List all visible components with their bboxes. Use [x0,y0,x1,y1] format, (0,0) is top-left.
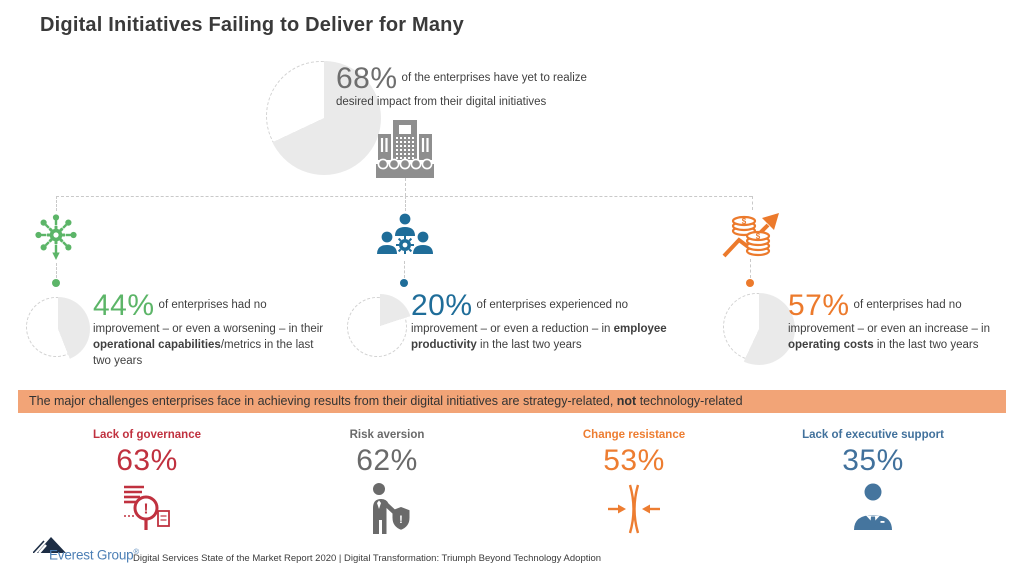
banner-text-bold: not [616,394,637,408]
metric-pie-chart [25,296,90,361]
challenge-value: 53% [603,444,665,477]
hero-stat-text: of the enterprises have yet to realize d… [336,72,587,108]
everest-group-logo: Everest Group® [49,547,139,563]
challenge-label: Change resistance [582,429,686,441]
metric-pie-chart [346,294,412,358]
pie-filled-wedge [26,297,90,361]
metric-text: of enterprises had no improvement – or e… [788,299,990,335]
green-connector-dot [52,279,60,287]
executive-person-icon [854,483,892,530]
metric-text: of enterprises experienced no improvemen… [411,299,629,335]
connector-line [56,263,57,278]
metric-text: of enterprises had no improvement – or e… [93,299,324,335]
hero-stat: 68% of the enterprises have yet to realiz… [336,64,622,110]
svg-text:$: $ [742,217,747,226]
metric-value: 44% [93,289,155,322]
challenge-value: 35% [842,444,904,477]
connector-line [750,259,751,278]
orange-connector-dot [746,279,754,287]
hero-stat-value: 68% [336,62,398,95]
connector-line [405,178,406,196]
logo-text: Everest Group [49,547,134,563]
everest-mountain-icon [33,537,66,553]
challenge-label: Lack of executive support [802,429,944,441]
connector-line [752,196,753,210]
connector-line [404,261,405,278]
blue-connector-dot [400,279,408,287]
page-title: Digital Initiatives Failing to Deliver f… [40,14,464,36]
connector-line [405,196,406,211]
svg-text:!: ! [399,514,403,526]
enterprise-building-icon [376,120,434,178]
banner-text: technology-related [636,394,743,408]
registered-mark: ® [133,547,139,556]
metric-stat: 20% of enterprises experienced no improve… [411,291,667,353]
challenge-value: 62% [356,444,418,477]
person-shield-icon: ! [373,483,410,534]
challenge-label: Lack of governance [92,429,201,441]
svg-text:$: $ [756,232,761,241]
gear-network-icon [34,213,78,260]
pie-filled-wedge [723,293,795,365]
metric-stat: 57% of enterprises had no improvement – o… [788,291,1002,353]
metric-pie-chart [722,292,795,365]
challenge-value: 63% [116,444,178,477]
challenge-governance: Lack of governance 63% ! [42,428,252,540]
metric-text: in the last two years [873,339,979,351]
pie-filled-wedge [267,61,381,175]
metric-text-bold: operating costs [788,339,874,351]
pie-filled-wedge [348,294,412,358]
coins-rising-arrow-icon: $ $ [722,213,779,258]
metric-value: 20% [411,289,473,322]
metric-text-bold: operational capabilities [93,339,221,351]
audit-magnifier-icon: ! [124,485,170,530]
svg-text:!: ! [144,501,149,518]
challenge-executive-support: Lack of executive support 35% [768,428,978,540]
squeeze-arrows-icon [608,484,660,534]
metric-value: 57% [788,289,850,322]
metric-text-bold: employee productivity [411,323,667,351]
connector-line [56,196,57,211]
metric-stat: 44% of enterprises had no improvement – o… [93,291,333,369]
challenge-change-resistance: Change resistance 53% [529,428,739,540]
footer-source-text: Digital Services State of the Market Rep… [133,553,602,564]
hero-pie-chart [265,60,381,175]
connector-line [56,196,752,197]
team-gear-icon [377,213,433,254]
banner-text: The major challenges enterprises face in… [29,394,617,408]
metric-text: /metrics in the last two years [93,339,314,367]
challenges-banner: The major challenges enterprises face in… [18,390,1006,413]
metric-text: in the last two years [476,339,582,351]
challenge-label: Risk aversion [349,429,425,441]
challenge-risk-aversion: Risk aversion 62% ! [282,428,492,540]
